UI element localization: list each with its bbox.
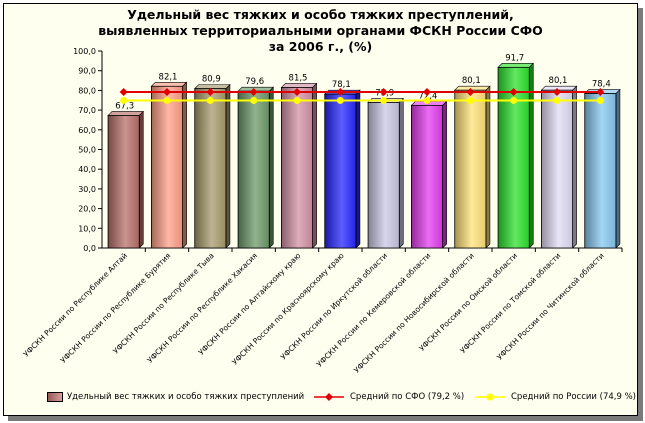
sfo-average-marker (336, 87, 345, 96)
russia-average-marker (206, 96, 214, 104)
bar (584, 93, 617, 249)
legend-sfo-line-icon (314, 392, 344, 402)
russia-average-marker (163, 96, 171, 104)
legend-label-bars: Удельный вес тяжких и особо тяжких прест… (67, 392, 305, 402)
sfo-average-marker (293, 87, 301, 96)
chart-title-line-1: Удельный вес тяжких и особо тяжких прест… (127, 7, 514, 22)
russia-average-marker (293, 96, 301, 104)
legend-item-sfo: Средний по СФО (79,2 %) (314, 392, 464, 402)
bar-side-face (572, 85, 577, 249)
sfo-average-marker (163, 87, 171, 96)
sfo-average-marker (423, 87, 431, 96)
bar-side-face (312, 82, 317, 249)
bar-side-face (615, 88, 621, 249)
bar (324, 93, 357, 249)
bar-side-face (485, 85, 491, 249)
y-tick-label: 10,0 (78, 224, 96, 233)
bar-top-face (194, 84, 231, 89)
russia-average-marker (596, 96, 604, 104)
y-tick-label: 100,0 (73, 47, 96, 56)
sfo-average-marker (596, 87, 605, 96)
sfo-average-marker (206, 87, 215, 96)
y-tick-label: 70,0 (78, 106, 96, 115)
bar-top-face (150, 81, 188, 87)
y-tick-label: 90,0 (78, 67, 96, 76)
bar-side-face (138, 110, 144, 249)
bar (150, 85, 183, 249)
sfo-average-marker (553, 87, 561, 96)
sfo-average-marker (509, 87, 518, 96)
sfo-average-marker (379, 87, 388, 96)
legend-label-sfo: Средний по СФО (79,2 %) (350, 392, 465, 402)
legend-russia-line-icon (475, 392, 505, 402)
bar-side-face (182, 81, 187, 249)
y-tick-label: 30,0 (78, 185, 96, 194)
bar-value-label: 82,1 (159, 72, 178, 82)
chart-title-line-3: за 2006 г., (%) (268, 39, 373, 54)
bar-value-label: 80,1 (549, 76, 568, 86)
bar-value-label: 79,6 (245, 77, 264, 87)
y-tick-label: 20,0 (78, 205, 96, 214)
russia-average-marker (553, 96, 561, 104)
chart-legend: Удельный вес тяжких и особо тяжких прест… (17, 390, 636, 412)
russia-average-marker (336, 96, 344, 104)
bar-side-face (398, 97, 404, 249)
y-tick-label: 60,0 (78, 126, 96, 135)
russia-average-marker (250, 96, 258, 104)
bar-top-face (497, 63, 534, 68)
bar (410, 104, 443, 249)
bar-top-face (454, 85, 491, 91)
bar (194, 88, 227, 249)
y-tick-label: 0,0 (83, 244, 96, 253)
bar (367, 102, 400, 249)
bar (237, 90, 270, 249)
bar-side-face (225, 83, 231, 249)
bar-value-label: 78,4 (592, 80, 611, 90)
chart-frame: Удельный вес тяжких и особо тяжких прест… (3, 3, 638, 416)
bar-side-face (268, 86, 274, 249)
russia-average-marker (120, 96, 128, 104)
sfo-average-marker (119, 87, 128, 96)
bar-value-label: 80,1 (462, 76, 481, 86)
sfo-average-marker (249, 87, 258, 96)
bar-side-face (442, 100, 447, 249)
chart-title-line-2: выявленных территориальными органами ФСК… (98, 23, 543, 38)
bar-chart: 0,0 10,0 20,0 30,0 40,0 50,0 60,0 70,0 80,0 90,0 1… (21, 47, 623, 375)
legend-item-bars: Удельный вес тяжких и особо тяжких прест… (47, 392, 304, 402)
russia-average-marker (423, 96, 431, 104)
y-tick-label: 40,0 (78, 165, 96, 174)
y-tick-label: 80,0 (78, 86, 96, 95)
bar (107, 115, 140, 249)
bar-value-label: 80,9 (202, 75, 221, 85)
bar-top-face (540, 85, 578, 91)
bar-value-label: 81,5 (289, 73, 308, 83)
bar (454, 89, 487, 249)
bar-side-face (355, 89, 361, 249)
bar (541, 89, 574, 249)
chart-title: Удельный вес тяжких и особо тяжких прест… (4, 7, 637, 55)
russia-average-marker (466, 96, 474, 104)
legend-bar-swatch (47, 392, 63, 402)
y-tick-label: 50,0 (78, 146, 96, 155)
sfo-average-marker (466, 87, 475, 96)
bar-value-label: 72,4 (419, 91, 438, 101)
bar-value-label: 78,1 (332, 80, 351, 90)
legend-item-russia: Средний по России (74,9 %) (475, 392, 636, 402)
russia-average-marker (380, 96, 388, 104)
bar-top-face (280, 83, 318, 88)
bar-value-label: 91,7 (505, 53, 524, 63)
bar-value-label: 67,3 (115, 101, 134, 111)
russia-average-marker (510, 96, 518, 104)
bar-top-face (107, 111, 144, 116)
legend-label-russia: Средний по России (74,9 %) (511, 392, 636, 402)
bar (280, 87, 313, 249)
